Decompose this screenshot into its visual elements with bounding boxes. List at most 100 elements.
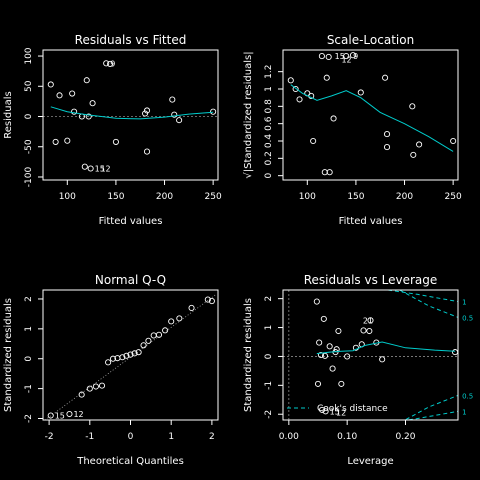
data-point bbox=[316, 339, 323, 346]
data-point bbox=[188, 304, 195, 311]
data-point bbox=[78, 391, 85, 398]
data-point bbox=[360, 327, 367, 334]
data-point bbox=[317, 351, 324, 359]
point-label: 15 bbox=[95, 165, 105, 174]
data-point bbox=[310, 137, 317, 145]
cooks-level-label: 0.5 bbox=[462, 314, 473, 322]
data-point bbox=[162, 327, 169, 334]
x-tick-label: 0 bbox=[128, 432, 134, 442]
point-label: 9 bbox=[353, 52, 358, 61]
data-point bbox=[210, 108, 217, 115]
point-label: 21 bbox=[363, 316, 373, 325]
x-tick-label: -2 bbox=[45, 432, 54, 442]
data-point bbox=[127, 351, 134, 358]
data-point bbox=[313, 298, 320, 305]
data-point bbox=[326, 343, 333, 350]
data-point bbox=[81, 163, 88, 170]
data-point bbox=[171, 111, 178, 118]
data-point bbox=[382, 74, 389, 81]
data-point bbox=[98, 382, 106, 389]
data-point bbox=[52, 138, 59, 145]
y-tick-label: -2 bbox=[264, 410, 274, 419]
x-tick-label: -1 bbox=[85, 432, 94, 442]
data-point bbox=[66, 410, 73, 418]
y-tick-label: 1.2 bbox=[264, 65, 274, 79]
data-point bbox=[322, 408, 329, 415]
chart-title: Residuals vs Fitted bbox=[75, 33, 187, 47]
data-point bbox=[86, 385, 93, 392]
data-point bbox=[335, 327, 342, 335]
x-tick-label: 2 bbox=[209, 432, 215, 442]
data-point bbox=[142, 110, 149, 117]
y-tick-label: 0.4 bbox=[264, 134, 274, 149]
data-point bbox=[452, 349, 458, 356]
y-axis-label: Residuals bbox=[3, 91, 14, 138]
chart-title: Normal Q-Q bbox=[95, 273, 166, 287]
data-point bbox=[383, 131, 391, 138]
panel-2: Normal Q-Q Theoretical Quantiles Standardi… bbox=[3, 273, 219, 467]
x-tick-label: 100 bbox=[299, 192, 316, 202]
data-point bbox=[169, 96, 176, 103]
data-point bbox=[344, 353, 351, 360]
cooks-contour bbox=[387, 290, 458, 303]
y-tick-label: 0.8 bbox=[264, 99, 274, 114]
data-point bbox=[105, 359, 112, 366]
data-point bbox=[92, 383, 99, 390]
data-point bbox=[409, 103, 416, 110]
smooth-line bbox=[290, 84, 454, 152]
data-point bbox=[292, 85, 299, 93]
data-point bbox=[145, 337, 152, 344]
y-tick-label: 1 bbox=[264, 86, 274, 92]
data-point bbox=[143, 107, 151, 114]
y-tick-label: 0 bbox=[24, 113, 34, 119]
x-axis-label: Theoretical Quantiles bbox=[76, 456, 184, 467]
x-tick-label: 0.10 bbox=[337, 432, 357, 442]
plot-area bbox=[43, 60, 218, 172]
y-tick-label: 0 bbox=[264, 173, 274, 179]
data-point bbox=[87, 165, 94, 172]
smooth-line bbox=[50, 106, 214, 120]
data-point bbox=[47, 412, 54, 419]
y-axis-label: √|Standardized residuals| bbox=[243, 51, 254, 178]
data-point bbox=[367, 317, 374, 324]
smooth-line bbox=[316, 341, 456, 355]
data-point bbox=[343, 53, 350, 60]
data-point bbox=[71, 108, 78, 115]
data-point bbox=[83, 77, 90, 84]
x-tick-label: 250 bbox=[445, 192, 462, 202]
y-tick-label: 0.6 bbox=[264, 116, 274, 131]
point-label: 12 bbox=[100, 165, 110, 174]
x-axis-label: Leverage bbox=[347, 456, 393, 467]
data-point bbox=[64, 137, 71, 144]
y-tick-label: 1 bbox=[264, 325, 274, 331]
data-point bbox=[119, 354, 126, 361]
data-point bbox=[176, 315, 183, 322]
x-tick-label: 200 bbox=[396, 192, 413, 202]
data-point bbox=[319, 406, 326, 413]
y-tick-label: 2 bbox=[24, 296, 34, 302]
x-tick-label: 200 bbox=[156, 192, 173, 202]
x-tick-label: 250 bbox=[205, 192, 222, 202]
data-point bbox=[69, 90, 76, 97]
cooks-level-label: 1 bbox=[462, 299, 466, 307]
data-point bbox=[450, 137, 457, 145]
x-tick-label: 150 bbox=[347, 192, 364, 202]
cooks-level-label: 1 bbox=[462, 408, 466, 416]
y-tick-label: 100 bbox=[24, 47, 34, 64]
point-label: 12 bbox=[73, 410, 83, 419]
data-point bbox=[131, 350, 138, 357]
y-axis-label: Standardized residuals bbox=[243, 298, 254, 412]
y-tick-label: 2 bbox=[264, 296, 274, 302]
plot-frame bbox=[42, 49, 219, 181]
panel-0: Residuals vs Fitted Fitted values Residual… bbox=[3, 33, 222, 227]
data-point bbox=[366, 327, 373, 335]
x-axis-label: Fitted values bbox=[339, 216, 403, 227]
chart-title: Residuals vs Leverage bbox=[304, 273, 438, 287]
y-tick-label: 0.2 bbox=[264, 151, 274, 165]
data-point bbox=[176, 117, 183, 124]
data-point bbox=[323, 74, 330, 81]
data-point bbox=[318, 53, 325, 60]
data-point bbox=[107, 60, 114, 67]
data-point bbox=[357, 89, 364, 96]
plot-area bbox=[283, 290, 458, 420]
